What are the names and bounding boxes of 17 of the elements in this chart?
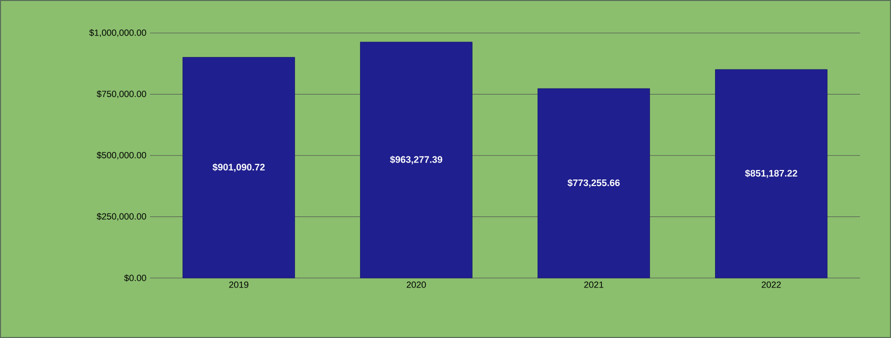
data-label: $901,090.72 bbox=[212, 163, 265, 172]
x-tick-label: 2022 bbox=[762, 282, 781, 288]
x-tick-label: 2019 bbox=[229, 282, 248, 288]
y-tick-label: $500,000.00 bbox=[96, 152, 146, 160]
bar bbox=[715, 69, 828, 278]
y-tick-label: $0.00 bbox=[124, 274, 146, 282]
bar bbox=[360, 42, 472, 278]
data-label: $963,277.39 bbox=[390, 156, 442, 164]
bar bbox=[182, 57, 295, 278]
data-label: $773,255.66 bbox=[568, 179, 620, 188]
x-tick-label: 2021 bbox=[584, 282, 604, 288]
y-tick-label: $750,000.00 bbox=[96, 90, 146, 98]
x-tick-label: 2020 bbox=[406, 282, 426, 288]
y-tick-label: $1,000,000.00 bbox=[89, 29, 146, 37]
bar bbox=[538, 88, 650, 278]
y-tick-label: $250,000.00 bbox=[96, 212, 146, 221]
data-label: $851,187.22 bbox=[745, 169, 798, 178]
